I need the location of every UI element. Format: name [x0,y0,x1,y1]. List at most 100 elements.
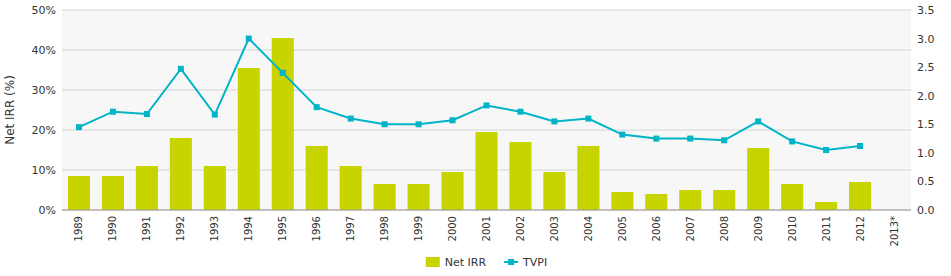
bar [136,166,158,210]
x-tick-label: 2010 [787,216,798,241]
plot-background [62,10,911,210]
x-tick-label: 2006 [651,216,662,241]
bar [340,166,362,210]
marker [857,143,863,149]
marker [416,121,422,127]
legend-label: Net IRR [445,256,487,269]
marker [280,70,286,76]
marker [246,36,252,42]
bar [679,190,701,210]
bar [68,176,90,210]
y-tick-label: 40% [32,44,56,57]
marker [517,109,523,115]
x-tick-label: 2004 [583,216,594,241]
legend: Net IRR TVPI [426,256,547,269]
x-tick-label: 1998 [379,216,390,241]
marker [653,136,659,142]
x-axis-line [62,210,911,211]
marker [484,102,490,108]
grid-line [62,130,911,131]
y2-tick-label: 3.0 [917,33,935,46]
bar [102,176,124,210]
y2-tick-label: 0.5 [917,175,935,188]
x-tick-label: 1999 [413,216,424,241]
marker [585,116,591,122]
chart: 0% 10% 20% 30% 40% 50% 0.0 0.5 1.0 1.5 2.0 2.5 3.0 3.… [0,0,951,276]
bar [747,148,769,210]
x-tick-label: 1997 [345,216,356,241]
y-tick-label: 10% [32,164,56,177]
bar [509,142,531,210]
x-tick-label: 1993 [209,216,220,241]
marker [551,118,557,124]
y2-tick-label: 1.5 [917,118,935,131]
grid [62,10,911,210]
grid-line [62,50,911,51]
x-tick-label: 2005 [617,216,628,241]
marks [68,36,871,210]
legend-item: Net IRR [426,256,487,269]
legend-marker [508,259,514,265]
marker [755,118,761,124]
x-tick-label: 2011 [821,216,832,241]
marker [687,136,693,142]
bar [543,172,565,210]
marker [76,124,82,130]
grid-line [62,210,911,211]
x-tick-label: 1994 [243,216,254,241]
x-tick-label: 1992 [175,216,186,241]
bar [645,194,667,210]
marker [823,147,829,153]
marker [382,121,388,127]
y2-tick-label: 1.0 [917,147,935,160]
line [79,39,860,150]
y2-tick-label: 2.5 [917,61,935,74]
bar [204,166,226,210]
bar [611,192,633,210]
marker [212,112,218,118]
x-tick-label: 2003 [549,216,560,241]
y-tick-label: 0% [39,204,56,217]
marker [450,117,456,123]
y-axis-label: Net IRR (%) [3,75,17,145]
bar [238,68,260,210]
bar [442,172,464,210]
bar [475,132,497,210]
legend-label: TVPI [522,256,547,269]
bar [815,202,837,210]
y-tick-label: 50% [32,4,56,17]
marker [789,138,795,144]
grid-line [62,90,911,91]
grid-line [62,10,911,11]
y2-tick-label: 0.0 [917,204,935,217]
bar [713,190,735,210]
bar [577,146,599,210]
x-tick-label: 2000 [447,216,458,241]
legend-swatch [426,257,440,267]
y2-tick-label: 3.5 [917,4,935,17]
bar [374,184,396,210]
bar [306,146,328,210]
y2-tick-label: 2.0 [917,90,935,103]
bar [170,138,192,210]
bar [849,182,871,210]
bar [781,184,803,210]
marker [619,132,625,138]
y-tick-label: 30% [32,84,56,97]
legend-item: TVPI [504,256,547,269]
x-tick-label: 2002 [515,216,526,241]
x-tick-label: 2013* [889,216,900,246]
marker [314,104,320,110]
x-tick-label: 1989 [73,216,84,241]
x-tick-label: 2008 [719,216,730,241]
marker [721,137,727,143]
marker [348,116,354,122]
marker [178,66,184,72]
bar [408,184,430,210]
x-tick-label: 1995 [277,216,288,241]
marker [110,109,116,115]
marker [144,111,150,117]
x-tick-label: 2001 [481,216,492,241]
y-tick-label: 20% [32,124,56,137]
x-tick-label: 2007 [685,216,696,241]
